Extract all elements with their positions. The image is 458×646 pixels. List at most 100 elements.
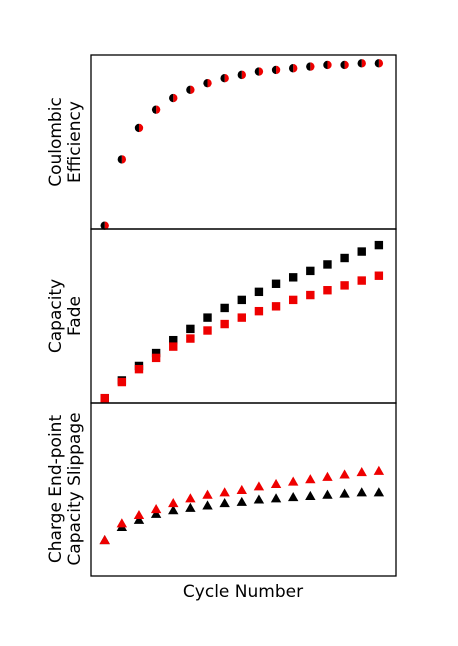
data-point [356,467,367,477]
data-point [203,326,212,335]
data-point [133,509,145,520]
data-point [306,290,315,300]
data-point [323,60,328,70]
data-point [340,253,349,263]
data-point [258,67,264,76]
data-point [220,319,229,329]
data-point [374,240,384,250]
panel-capacity-fade: Capacity Fade [46,228,397,404]
data-point [254,306,264,316]
data-point [203,78,208,88]
data-point [306,62,311,71]
data-point [169,342,178,351]
data-point [190,85,195,94]
panel-capacity-slippage: Charge End-point Capacity Slippage [46,402,397,577]
data-point [220,74,225,83]
data-point [186,85,191,94]
data-point [116,518,128,528]
data-point [305,490,316,500]
data-point [253,481,265,491]
data-point [361,59,366,68]
data-point [168,498,179,508]
y-axis-label-line-2: Efficiency [65,101,85,183]
data-point [224,74,229,83]
data-point [287,476,299,486]
data-point [117,377,127,387]
data-point [276,65,281,75]
y-axis-label-line-1: Capacity [46,279,66,353]
data-point [168,505,179,515]
data-point [237,70,242,80]
data-point [236,484,247,494]
data-point [99,535,110,545]
data-point [134,123,139,133]
data-point [378,59,384,68]
data-marks [100,59,384,230]
data-point [169,93,174,103]
data-point [104,221,109,230]
data-point [340,281,349,290]
data-point [322,471,333,481]
panel-frame [90,402,397,577]
y-axis-label-line-1: Charge End-point [46,415,66,564]
data-point [202,500,213,510]
data-point [374,59,379,68]
data-point [150,508,162,518]
data-point [271,302,281,311]
data-point [237,313,246,322]
data-point [340,60,345,70]
data-point [150,503,162,514]
data-point [185,493,196,503]
data-point [373,487,385,497]
data-point [339,469,350,479]
data-point [305,474,316,484]
data-point [186,324,195,334]
data-point [220,303,229,313]
data-point [241,70,246,80]
data-point [254,287,264,297]
x-axis-label: Cycle Number [183,582,303,602]
data-point [253,494,265,504]
data-point [219,487,230,497]
data-point [288,273,298,282]
data-point [288,64,294,73]
data-point [339,488,350,498]
data-point [270,493,282,503]
data-point [151,105,157,114]
data-point [270,478,282,489]
data-point [169,335,178,345]
data-point [357,276,366,285]
data-point [237,295,246,305]
data-point [310,62,315,71]
data-point [271,65,277,75]
data-point [344,60,349,70]
data-point [236,496,247,506]
panel-coulombic-efficiency: Coulombic Efficiency [46,54,397,230]
data-point [293,64,298,73]
data-point [203,313,212,322]
data-point [100,393,109,403]
data-point [121,155,127,164]
data-point [202,489,213,499]
data-point [357,247,366,256]
data-point [254,67,259,76]
data-point [138,123,144,133]
data-point [207,78,212,88]
panel-frame [90,54,397,230]
data-point [323,260,332,269]
y-axis-label-line-1: Coulombic [46,97,66,187]
data-marks [100,240,384,403]
data-point [117,155,122,164]
data-point [327,60,332,70]
data-point [185,502,196,512]
data-point [186,334,195,343]
data-point [156,105,161,114]
data-point [100,221,105,230]
data-point [219,498,230,508]
data-point [288,295,298,305]
y-axis-label-line-2: Fade [65,296,85,336]
data-point [134,364,144,374]
data-point [323,286,332,295]
data-point [374,271,384,280]
